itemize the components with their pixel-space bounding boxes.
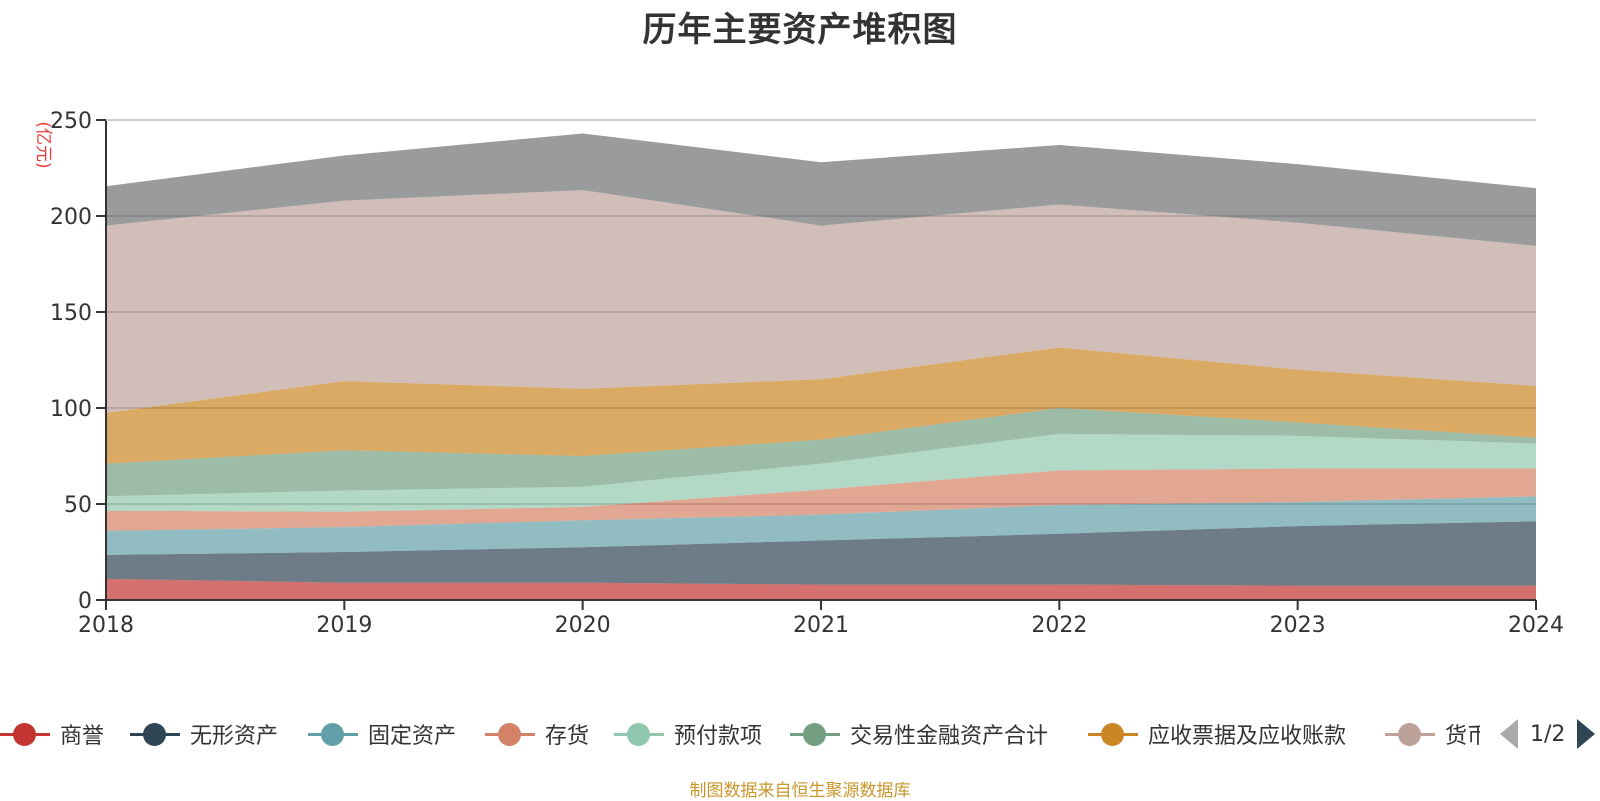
x-tick-label: 2020 <box>555 613 611 638</box>
legend-item[interactable]: 存货 <box>485 716 589 752</box>
area-固定资产 <box>106 496 1536 555</box>
legend-label: 商誉 <box>60 724 105 749</box>
legend-next-page-button[interactable] <box>1577 719 1596 749</box>
legend-marker-icon <box>0 722 50 746</box>
legend-items: 商誉 无形资产 固定资产 存货 预付款项 交易性金融资产合计 应收票据及应收账款 货币 <box>0 716 1480 752</box>
legend-pager: 1/2 <box>1500 716 1596 752</box>
legend-marker-icon <box>485 722 535 746</box>
area-预付款项 <box>106 433 1536 512</box>
legend-label: 货币 <box>1445 724 1480 749</box>
legend-label: 存货 <box>545 724 590 749</box>
axes: 0 50 100 150 200 250 2018 2019 2020 2021 2022 2023 2… <box>33 109 1564 638</box>
legend-label: 无形资产 <box>190 724 279 749</box>
legend-label: 固定资产 <box>368 724 457 749</box>
legend-item[interactable]: 货币 <box>1385 716 1480 752</box>
y-axis-unit-label: (亿元) <box>33 121 53 168</box>
legend-marker-icon <box>1385 722 1435 746</box>
legend-marker-icon <box>790 722 840 746</box>
y-tick-label: 100 <box>50 397 92 422</box>
legend-item[interactable]: 无形资产 <box>130 716 278 752</box>
area-无形资产 <box>106 521 1536 586</box>
legend-marker-icon <box>1088 722 1138 746</box>
x-tick-label: 2019 <box>316 613 372 638</box>
legend-item[interactable]: 预付款项 <box>614 716 762 752</box>
area-货币资金 <box>106 190 1536 413</box>
y-tick-label: 200 <box>50 205 92 230</box>
legend-page-indicator: 1/2 <box>1530 721 1566 747</box>
legend-label: 应收票据及应收账款 <box>1148 724 1347 749</box>
y-tick-label: 50 <box>64 493 92 518</box>
x-tick-label: 2024 <box>1508 613 1564 638</box>
legend-marker-icon <box>614 722 664 746</box>
x-tick-label: 2018 <box>78 613 134 638</box>
area-应收票据及应收账款 <box>106 347 1536 464</box>
legend-prev-page-button[interactable] <box>1500 719 1518 749</box>
legend-marker-icon <box>308 722 358 746</box>
y-tick-label: 150 <box>50 301 92 326</box>
legend-item[interactable]: 交易性金融资产合计 <box>790 716 1048 752</box>
chart-plot: 0 50 100 150 200 250 2018 2019 2020 2021 2022 2023 2… <box>33 109 1564 638</box>
legend-item[interactable]: 固定资产 <box>308 716 456 752</box>
area-series <box>106 133 1536 600</box>
y-tick-label: 0 <box>78 589 92 614</box>
legend-marker-icon <box>130 722 180 746</box>
x-tick-label: 2023 <box>1270 613 1326 638</box>
legend: 商誉 无形资产 固定资产 存货 预付款项 交易性金融资产合计 应收票据及应收账款 货币 1/2 <box>0 716 1600 752</box>
x-tick-label: 2021 <box>793 613 849 638</box>
data-source-footer: 制图数据来自恒生聚源数据库 <box>689 781 911 801</box>
legend-label: 预付款项 <box>674 724 763 749</box>
x-tick-label: 2022 <box>1031 613 1087 638</box>
area-交易性金融资产合计 <box>106 408 1536 497</box>
chart-title: 历年主要资产堆积图 <box>642 10 958 50</box>
legend-item[interactable]: 应收票据及应收账款 <box>1088 716 1346 752</box>
area-商誉 <box>106 578 1536 600</box>
area-存货 <box>106 468 1536 531</box>
legend-label: 交易性金融资产合计 <box>850 724 1049 749</box>
grid-lines <box>106 119 1536 505</box>
y-tick-label: 250 <box>50 109 92 134</box>
legend-item[interactable]: 商誉 <box>0 716 104 752</box>
area-其他 <box>106 133 1536 246</box>
